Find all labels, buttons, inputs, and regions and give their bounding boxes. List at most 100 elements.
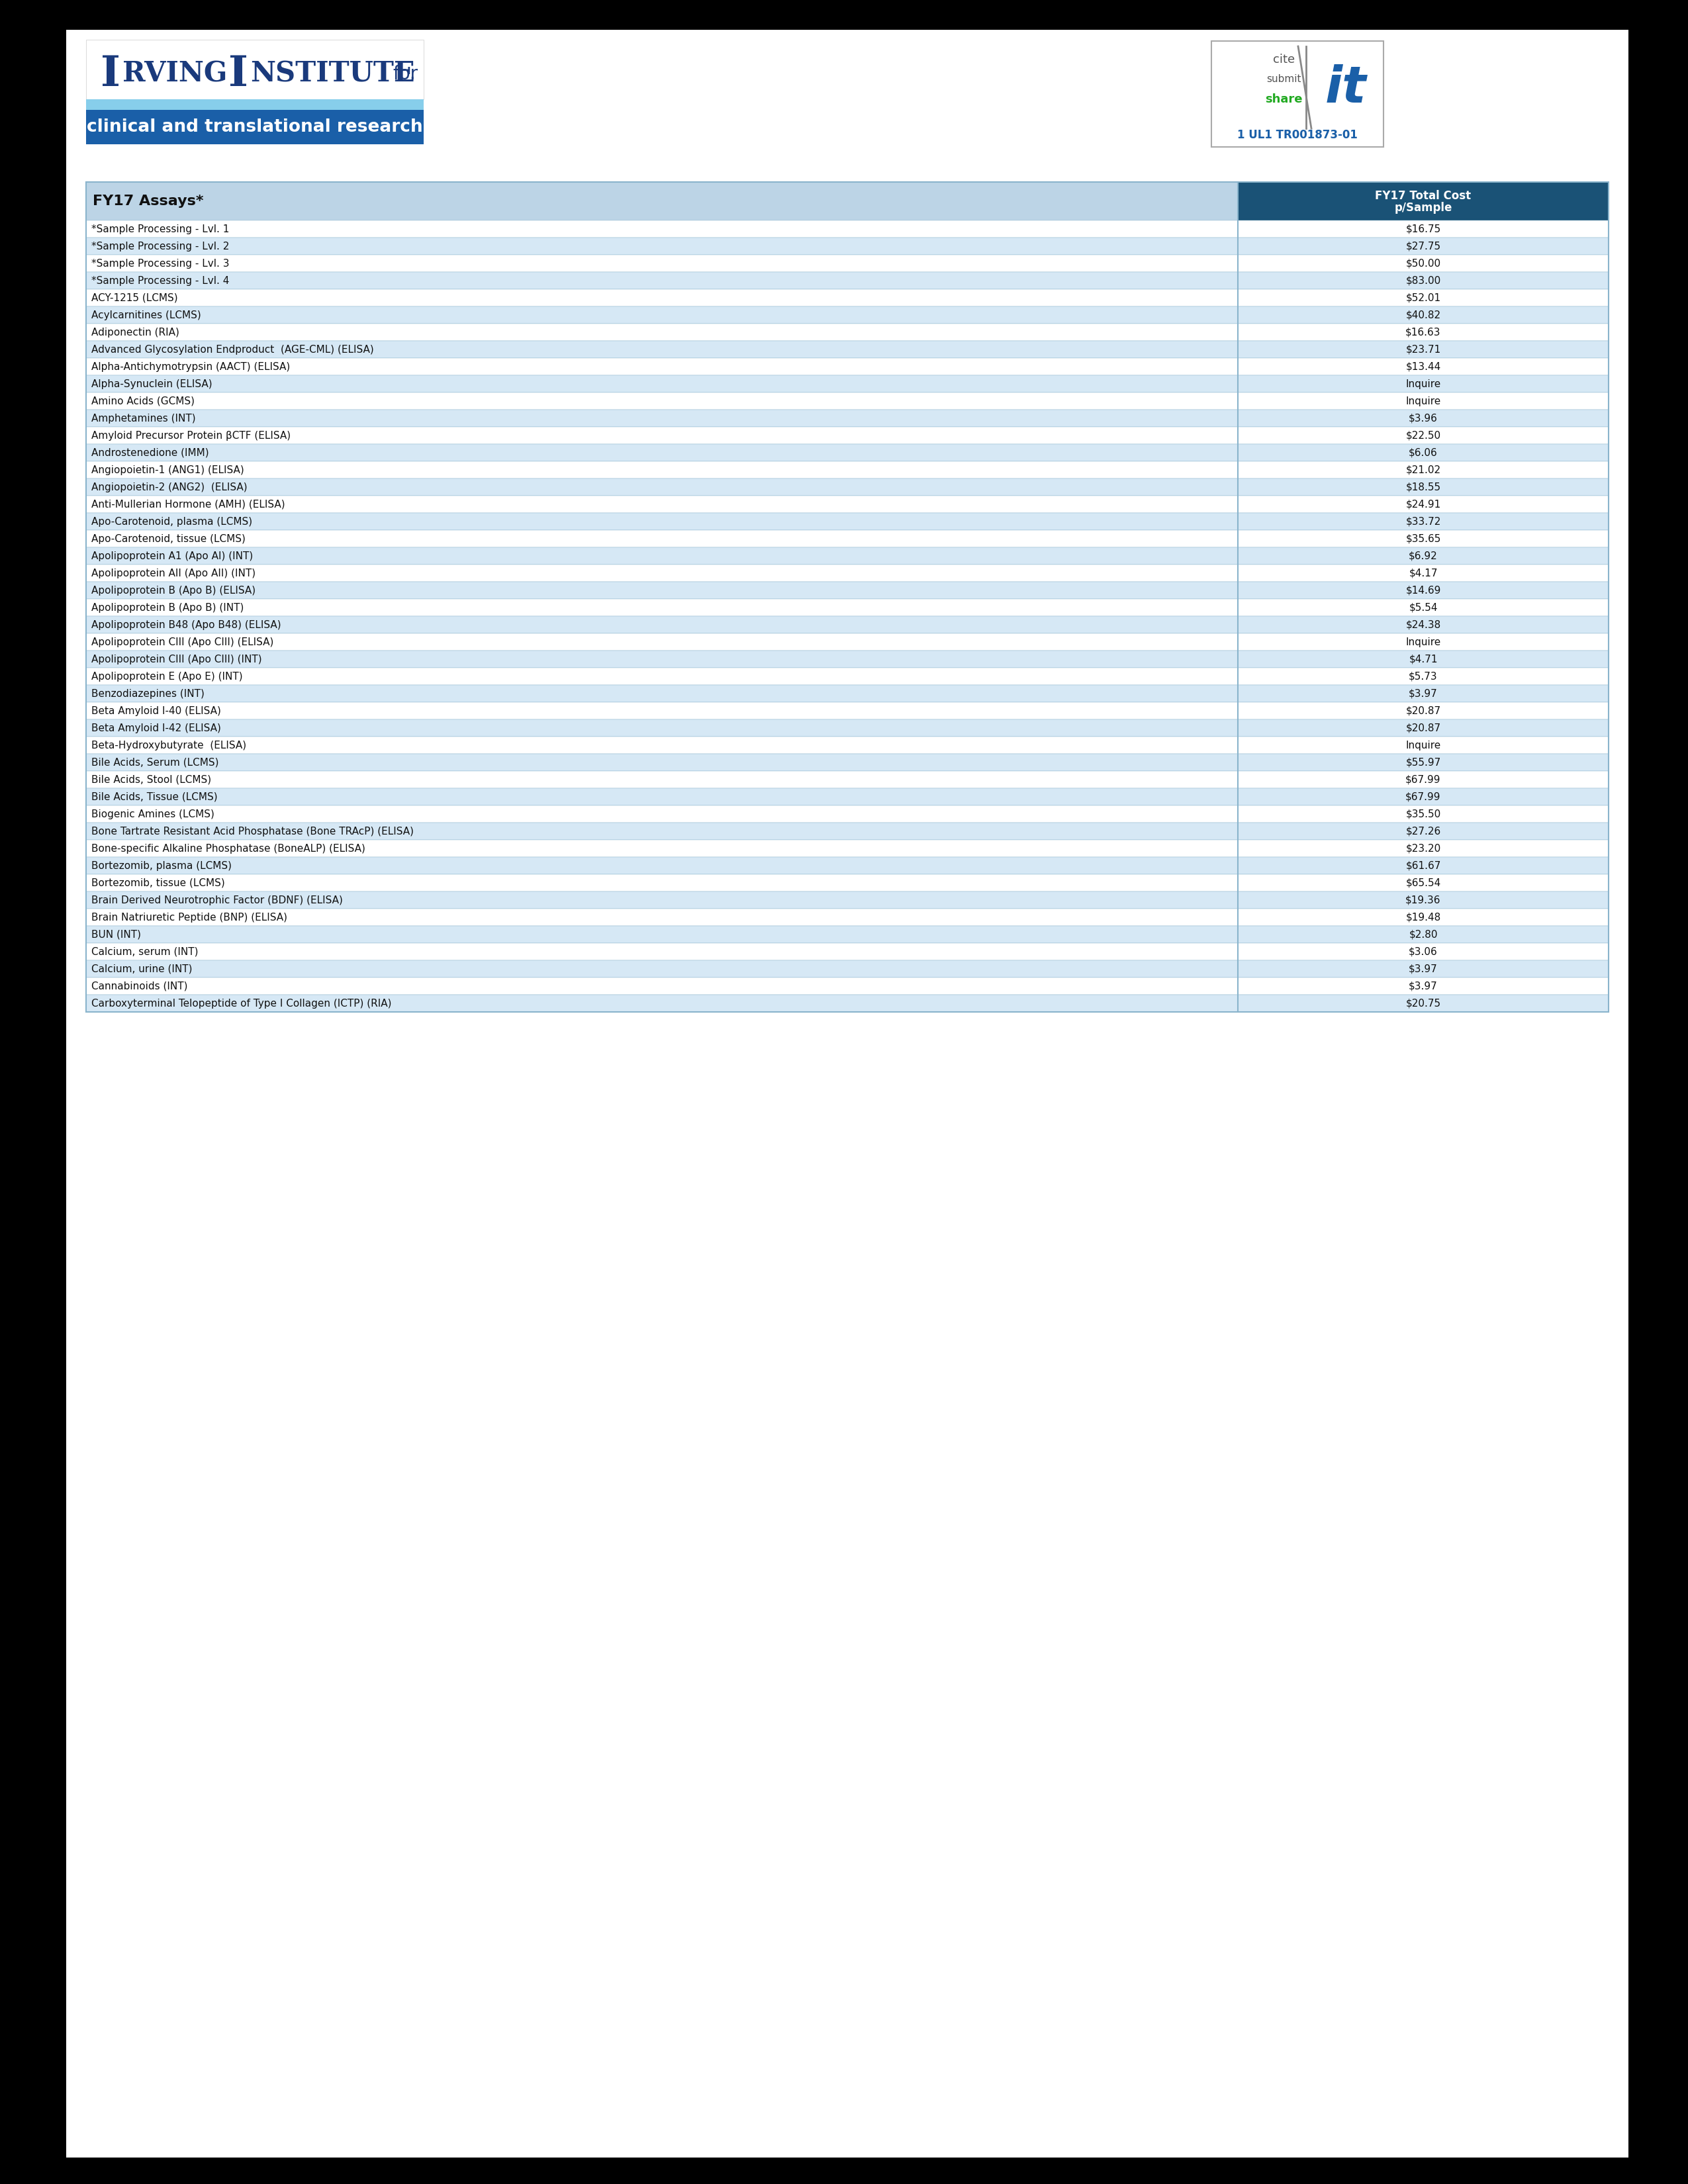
- Bar: [1237, 909, 1609, 926]
- Bar: [86, 841, 1237, 856]
- Bar: [86, 994, 1237, 1011]
- Text: NSTITUTE: NSTITUTE: [250, 61, 415, 87]
- Bar: [86, 478, 1237, 496]
- Bar: [1237, 686, 1609, 703]
- Bar: [1237, 598, 1609, 616]
- Bar: [86, 856, 1237, 874]
- Text: $16.63: $16.63: [1406, 328, 1442, 336]
- Text: $24.91: $24.91: [1406, 500, 1442, 509]
- Text: Apolipoprotein E (Apo E) (INT): Apolipoprotein E (Apo E) (INT): [91, 670, 243, 681]
- Bar: [1237, 256, 1609, 273]
- Text: Acylcarnitines (LCMS): Acylcarnitines (LCMS): [91, 310, 201, 321]
- Text: Brain Natriuretic Peptide (BNP) (ELISA): Brain Natriuretic Peptide (BNP) (ELISA): [91, 913, 287, 922]
- Text: $13.44: $13.44: [1406, 363, 1442, 371]
- Bar: [86, 736, 1237, 753]
- Text: $65.54: $65.54: [1406, 878, 1442, 889]
- Text: Inquire: Inquire: [1406, 638, 1442, 646]
- Text: Beta Amyloid I-42 (ELISA): Beta Amyloid I-42 (ELISA): [91, 723, 221, 734]
- Text: $55.97: $55.97: [1406, 758, 1442, 767]
- Bar: [86, 393, 1237, 411]
- Text: for: for: [393, 66, 419, 83]
- Bar: [86, 341, 1237, 358]
- Bar: [1237, 753, 1609, 771]
- Bar: [1237, 238, 1609, 256]
- Bar: [1237, 323, 1609, 341]
- Text: Apolipoprotein A1 (Apo AI) (INT): Apolipoprotein A1 (Apo AI) (INT): [91, 550, 253, 561]
- Text: $5.73: $5.73: [1409, 670, 1438, 681]
- Text: Apo-Carotenoid, tissue (LCMS): Apo-Carotenoid, tissue (LCMS): [91, 533, 245, 544]
- Text: ACY-1215 (LCMS): ACY-1215 (LCMS): [91, 293, 177, 304]
- Text: $83.00: $83.00: [1406, 275, 1442, 286]
- Bar: [1237, 806, 1609, 823]
- Text: $5.54: $5.54: [1409, 603, 1438, 612]
- Bar: [1237, 926, 1609, 943]
- Bar: [1237, 994, 1609, 1011]
- Bar: [86, 686, 1237, 703]
- Bar: [86, 443, 1237, 461]
- Text: clinical and translational research: clinical and translational research: [86, 118, 424, 135]
- Text: Inquire: Inquire: [1406, 740, 1442, 749]
- Bar: [1237, 788, 1609, 806]
- Text: $52.01: $52.01: [1406, 293, 1442, 304]
- Bar: [86, 306, 1237, 323]
- Bar: [1237, 651, 1609, 668]
- Bar: [86, 978, 1237, 994]
- Text: BUN (INT): BUN (INT): [91, 930, 142, 939]
- Text: Cannabinoids (INT): Cannabinoids (INT): [91, 981, 187, 992]
- Bar: [1237, 771, 1609, 788]
- Text: Bile Acids, Stool (LCMS): Bile Acids, Stool (LCMS): [91, 775, 211, 784]
- Bar: [86, 461, 1237, 478]
- Text: Amphetamines (INT): Amphetamines (INT): [91, 413, 196, 424]
- Text: Amyloid Precursor Protein βCTF (ELISA): Amyloid Precursor Protein βCTF (ELISA): [91, 430, 290, 441]
- Text: Apolipoprotein B (Apo B) (ELISA): Apolipoprotein B (Apo B) (ELISA): [91, 585, 255, 596]
- Bar: [86, 874, 1237, 891]
- Bar: [86, 943, 1237, 961]
- Bar: [86, 806, 1237, 823]
- Bar: [86, 256, 1237, 273]
- Text: Biogenic Amines (LCMS): Biogenic Amines (LCMS): [91, 808, 214, 819]
- Text: $24.38: $24.38: [1406, 620, 1442, 629]
- Text: $19.48: $19.48: [1406, 913, 1442, 922]
- Text: $21.02: $21.02: [1406, 465, 1442, 474]
- Text: $3.97: $3.97: [1409, 688, 1438, 699]
- Bar: [86, 411, 1237, 426]
- Bar: [1237, 563, 1609, 581]
- Bar: [1237, 856, 1609, 874]
- Text: $14.69: $14.69: [1406, 585, 1442, 596]
- Text: $27.26: $27.26: [1406, 826, 1442, 836]
- Text: $2.80: $2.80: [1409, 930, 1438, 939]
- Bar: [1237, 943, 1609, 961]
- Bar: [86, 323, 1237, 341]
- Bar: [86, 719, 1237, 736]
- Bar: [86, 771, 1237, 788]
- Bar: [1237, 531, 1609, 548]
- Text: $3.06: $3.06: [1409, 946, 1438, 957]
- Bar: [86, 426, 1237, 443]
- Bar: [1237, 288, 1609, 306]
- Bar: [86, 823, 1237, 841]
- Bar: [1237, 306, 1609, 323]
- Bar: [86, 563, 1237, 581]
- Bar: [1237, 411, 1609, 426]
- Text: Benzodiazepines (INT): Benzodiazepines (INT): [91, 688, 204, 699]
- Text: $40.82: $40.82: [1406, 310, 1442, 321]
- Text: p/Sample: p/Sample: [1394, 201, 1452, 214]
- Bar: [1237, 548, 1609, 563]
- Bar: [86, 531, 1237, 548]
- Text: Alpha-Antichymotrypsin (AACT) (ELISA): Alpha-Antichymotrypsin (AACT) (ELISA): [91, 363, 290, 371]
- Bar: [1237, 719, 1609, 736]
- Text: *Sample Processing - Lvl. 4: *Sample Processing - Lvl. 4: [91, 275, 230, 286]
- Bar: [86, 926, 1237, 943]
- Bar: [86, 703, 1237, 719]
- Text: Apolipoprotein B (Apo B) (INT): Apolipoprotein B (Apo B) (INT): [91, 603, 243, 612]
- Text: $27.75: $27.75: [1406, 240, 1442, 251]
- Text: Apolipoprotein CIII (Apo CIII) (INT): Apolipoprotein CIII (Apo CIII) (INT): [91, 655, 262, 664]
- Bar: [1237, 874, 1609, 891]
- Text: $3.96: $3.96: [1409, 413, 1438, 424]
- Bar: [86, 221, 1237, 238]
- Text: Inquire: Inquire: [1406, 378, 1442, 389]
- Text: Carboxyterminal Telopeptide of Type I Collagen (ICTP) (RIA): Carboxyterminal Telopeptide of Type I Co…: [91, 998, 392, 1009]
- Bar: [86, 98, 424, 109]
- Bar: [1237, 703, 1609, 719]
- Text: Apolipoprotein CIII (Apo CIII) (ELISA): Apolipoprotein CIII (Apo CIII) (ELISA): [91, 638, 273, 646]
